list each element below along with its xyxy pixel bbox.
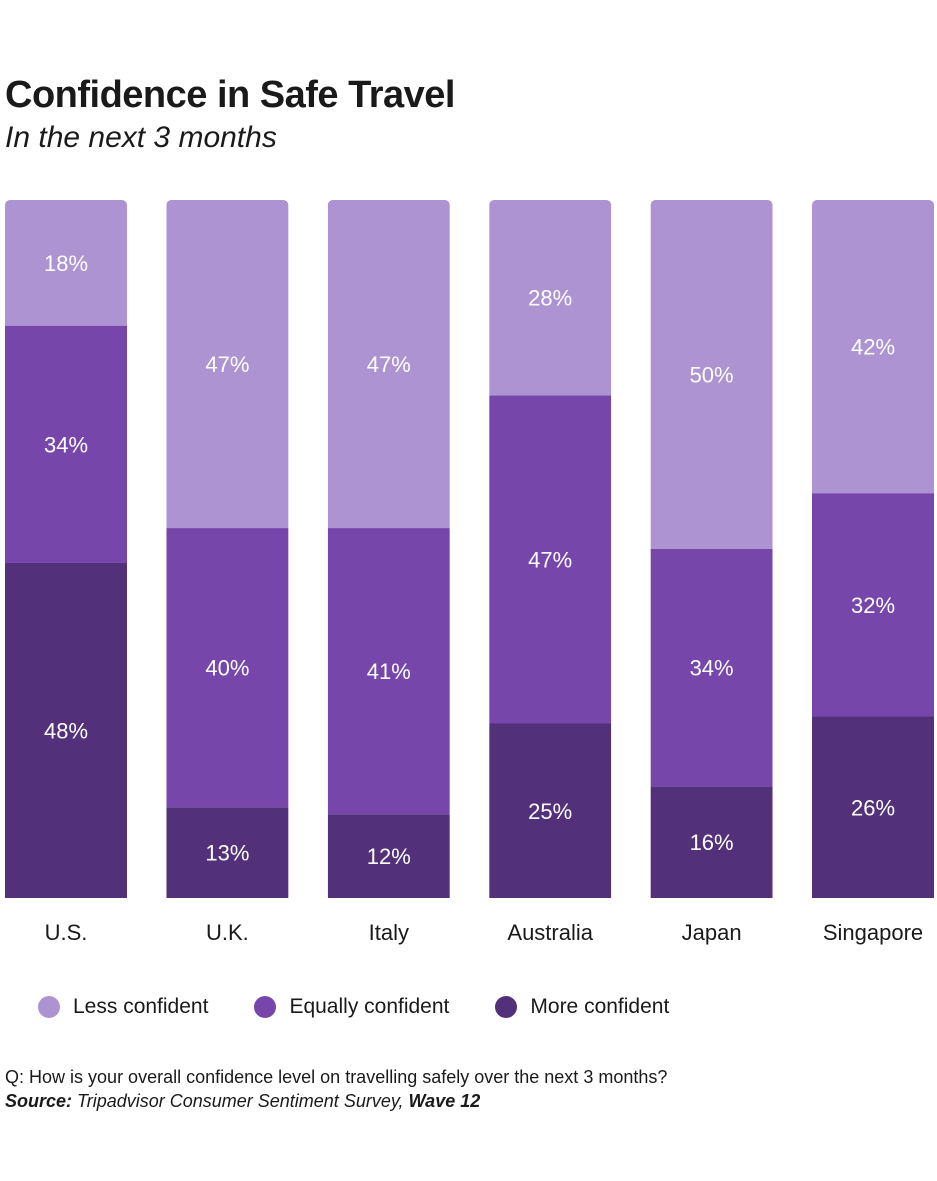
data-label-italy-less-confident: 47% (367, 352, 411, 377)
footnote: Q: How is your overall confidence level … (5, 1065, 667, 1113)
bar-segment-u-s-equally-confident (5, 325, 127, 563)
data-label-australia-less-confident: 28% (528, 286, 572, 311)
data-label-u-s-more-confident: 48% (44, 718, 88, 743)
data-label-australia-more-confident: 25% (528, 799, 572, 824)
data-label-u-k-equally-confident: 40% (205, 656, 249, 681)
bar-segment-u-k-less-confident (166, 200, 289, 529)
bar-segment-japan-more-confident (650, 786, 773, 898)
bar-segment-u-k-equally-confident (166, 528, 289, 808)
data-label-u-k-more-confident: 13% (205, 841, 249, 866)
chart-legend: Less confident Equally confident More co… (38, 992, 715, 1022)
bar-segment-japan-equally-confident (650, 549, 773, 787)
bar-u-s (5, 200, 127, 898)
category-label-australia: Australia (507, 920, 593, 945)
bar-segment-italy-more-confident (327, 814, 450, 898)
bar-segment-australia-equally-confident (489, 395, 612, 724)
bar-australia (489, 200, 612, 898)
bar-segment-singapore-less-confident (812, 200, 934, 494)
bar-segment-italy-less-confident (327, 200, 450, 529)
data-label-singapore-less-confident: 42% (851, 335, 895, 360)
data-label-u-s-less-confident: 18% (44, 251, 88, 276)
question-prefix: Q: (5, 1067, 25, 1087)
data-label-australia-equally-confident: 47% (528, 547, 572, 572)
category-label-u-k: U.K. (206, 920, 249, 945)
bar-u-k (166, 200, 289, 898)
data-label-singapore-more-confident: 26% (851, 795, 895, 820)
survey-question: Q: How is your overall confidence level … (5, 1065, 667, 1089)
legend-swatch-equally-confident (254, 996, 277, 1018)
legend-item-more-confident: More confident (495, 992, 669, 1022)
category-label-singapore: Singapore (823, 920, 923, 945)
bar-italy (327, 200, 450, 898)
source-label: Source: (5, 1091, 73, 1111)
legend-swatch-more-confident (495, 996, 518, 1018)
data-label-u-k-less-confident: 47% (205, 352, 249, 377)
bar-segment-u-s-more-confident (5, 562, 127, 898)
data-label-japan-equally-confident: 34% (690, 656, 734, 681)
bar-segment-australia-less-confident (489, 200, 612, 396)
category-label-u-s: U.S. (45, 920, 88, 945)
bar-segment-u-s-less-confident (5, 200, 127, 326)
stacked-bar-chart: 48% 34% 18% U.S. 13% 40% 47% U.K. 12% 41% 47% Italy… (5, 200, 934, 945)
chart-title: Confidence in Safe Travel (5, 74, 455, 116)
data-label-u-s-equally-confident: 34% (44, 432, 88, 457)
bar-singapore (812, 200, 934, 898)
data-label-japan-more-confident: 16% (690, 830, 734, 855)
bar-segment-singapore-equally-confident (812, 493, 934, 717)
source-text: Tripadvisor Consumer Sentiment Survey, (77, 1091, 404, 1111)
legend-label-less-confident: Less confident (73, 995, 209, 1018)
question-text: How is your overall confidence level on … (29, 1067, 668, 1087)
data-label-italy-equally-confident: 41% (367, 659, 411, 684)
legend-item-equally-confident: Equally confident (254, 992, 449, 1022)
data-label-singapore-equally-confident: 32% (851, 593, 895, 618)
bar-segment-japan-less-confident (650, 200, 773, 549)
bar-segment-italy-equally-confident (327, 528, 450, 815)
source-line: Source: Tripadvisor Consumer Sentiment S… (5, 1089, 667, 1113)
category-label-italy: Italy (369, 920, 409, 945)
legend-label-more-confident: More confident (530, 995, 670, 1018)
category-label-japan: Japan (682, 920, 742, 945)
legend-item-less-confident: Less confident (38, 992, 208, 1022)
bar-segment-singapore-more-confident (812, 716, 934, 898)
data-label-japan-less-confident: 50% (690, 363, 734, 388)
bar-segment-u-k-more-confident (166, 807, 289, 898)
bar-segment-australia-more-confident (489, 723, 612, 898)
legend-swatch-less-confident (38, 996, 60, 1018)
bar-japan (650, 200, 773, 898)
source-wave: Wave 12 (408, 1091, 481, 1111)
chart-subtitle: In the next 3 months (5, 121, 277, 154)
data-label-italy-more-confident: 12% (367, 844, 411, 869)
legend-label-equally-confident: Equally confident (289, 995, 450, 1018)
